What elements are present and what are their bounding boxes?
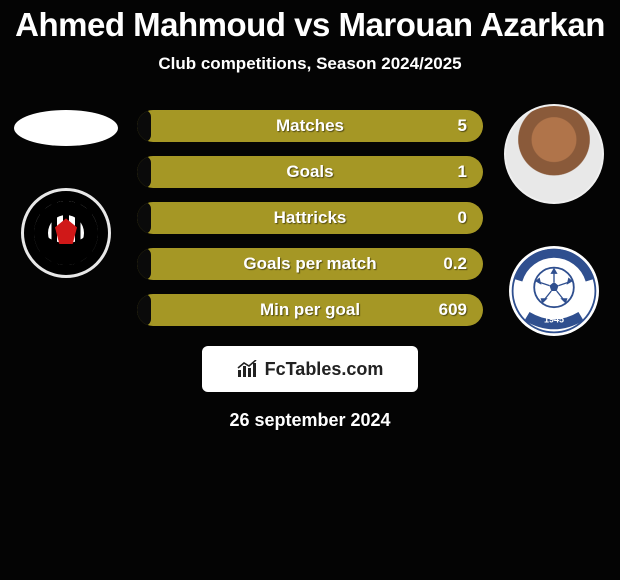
page-title: Ahmed Mahmoud vs Marouan Azarkan <box>0 0 620 44</box>
watermark-text: FcTables.com <box>265 359 384 380</box>
stat-label: Goals <box>286 162 333 182</box>
date-text: 26 september 2024 <box>0 410 620 431</box>
left-player-column <box>6 104 126 278</box>
watermark: FcTables.com <box>202 346 418 392</box>
stat-bar: Goals per match 0.2 <box>137 248 483 280</box>
club-badge-left <box>21 188 111 278</box>
stat-value-right: 0.2 <box>443 254 467 274</box>
comparison-panel: 1945 Matches 5 Goals 1 Hattricks 0 Goals per m… <box>0 104 620 326</box>
stat-bar-left-fill <box>137 248 151 280</box>
stat-value-right: 609 <box>439 300 467 320</box>
stat-value-right: 1 <box>458 162 467 182</box>
stat-bar-left-fill <box>137 202 151 234</box>
stat-bar: Matches 5 <box>137 110 483 142</box>
stat-bar-left-fill <box>137 156 151 188</box>
chart-icon <box>237 360 259 378</box>
stat-value-right: 5 <box>458 116 467 136</box>
player-left-avatar-placeholder <box>14 110 118 146</box>
club-right-crest-icon: 1945 <box>509 246 599 336</box>
subtitle: Club competitions, Season 2024/2025 <box>0 54 620 74</box>
player-right-avatar <box>504 104 604 204</box>
club-right-year: 1945 <box>544 315 564 325</box>
stat-bar: Goals 1 <box>137 156 483 188</box>
stat-bar: Min per goal 609 <box>137 294 483 326</box>
right-player-column: 1945 <box>494 104 614 336</box>
stat-bar-left-fill <box>137 110 151 142</box>
stat-label: Goals per match <box>243 254 376 274</box>
stat-label: Hattricks <box>274 208 347 228</box>
stat-label: Matches <box>276 116 344 136</box>
stat-bars: Matches 5 Goals 1 Hattricks 0 Goals per match 0… <box>137 104 483 326</box>
club-badge-right: 1945 <box>509 246 599 336</box>
stat-label: Min per goal <box>260 300 360 320</box>
stat-bar: Hattricks 0 <box>137 202 483 234</box>
stat-bar-left-fill <box>137 294 151 326</box>
stat-value-right: 0 <box>458 208 467 228</box>
